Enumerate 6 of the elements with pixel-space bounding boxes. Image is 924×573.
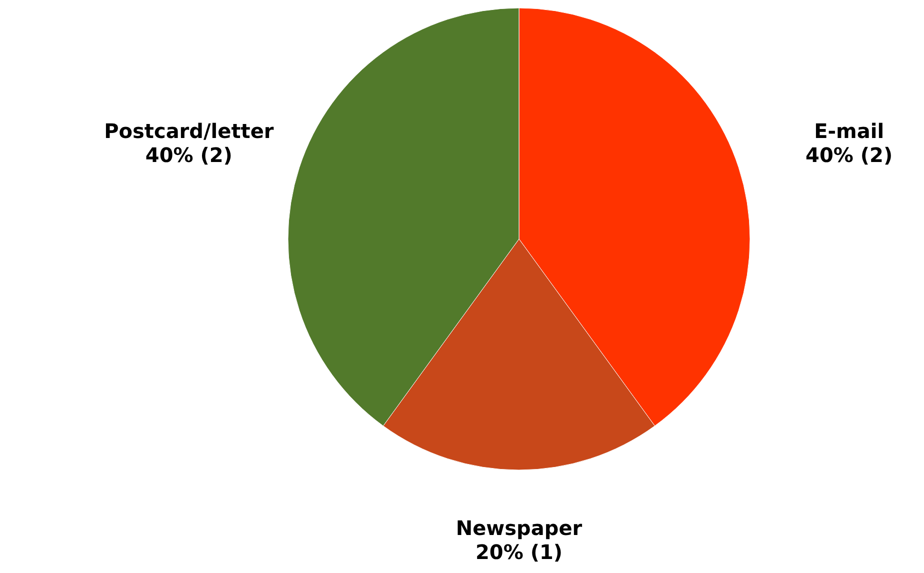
slice-label: Postcard/letter: [104, 118, 274, 143]
data-label: 40% (2): [806, 142, 893, 167]
slice-label: Newspaper: [456, 516, 582, 540]
data-label: 20% (1): [475, 540, 563, 564]
slice-label: E-mail: [814, 118, 884, 143]
data-label: 40% (2): [145, 142, 232, 167]
